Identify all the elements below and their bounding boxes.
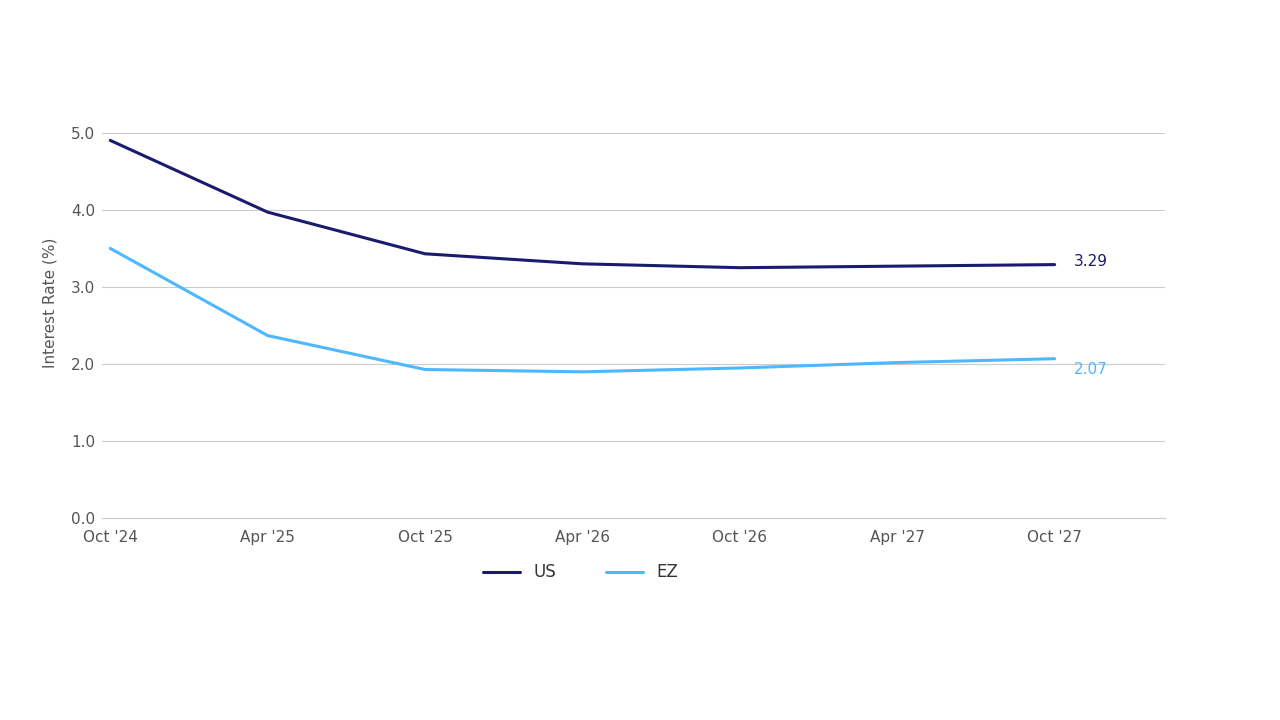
Line: EZ: EZ	[110, 248, 1055, 372]
US	[260, 208, 275, 217]
Legend: US, EZ: US, EZ	[476, 557, 685, 588]
US	[890, 262, 905, 271]
EZ	[417, 365, 433, 374]
EZ	[575, 367, 590, 376]
Line: US: US	[110, 140, 1055, 268]
Text: 3.29: 3.29	[1074, 254, 1107, 269]
US	[1047, 261, 1062, 269]
EZ	[102, 244, 118, 253]
Y-axis label: Interest Rate (%): Interest Rate (%)	[42, 237, 58, 368]
US	[732, 264, 748, 272]
Text: 2.07: 2.07	[1074, 362, 1107, 377]
US	[102, 136, 118, 145]
US	[575, 259, 590, 268]
US	[417, 249, 433, 258]
EZ	[260, 331, 275, 340]
EZ	[732, 364, 748, 372]
EZ	[1047, 354, 1062, 363]
EZ	[890, 359, 905, 367]
